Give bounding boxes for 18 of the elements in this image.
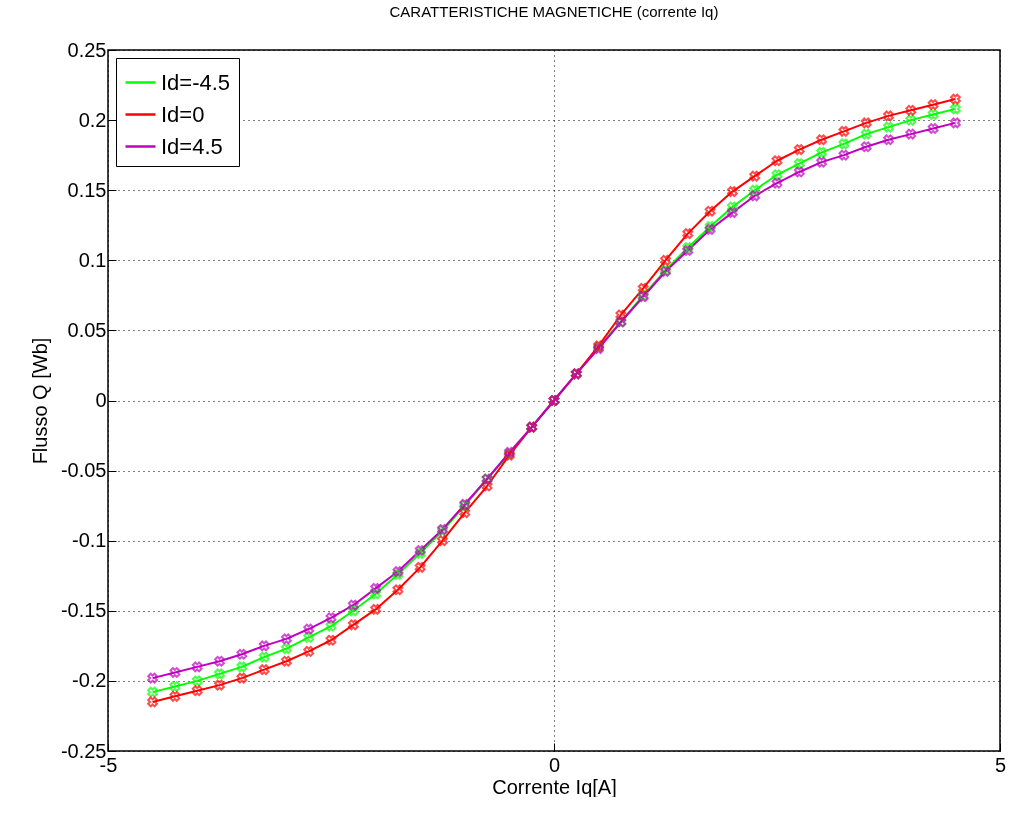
- x-tick-label: 0: [548, 753, 561, 776]
- legend-label: Id=0: [161, 101, 205, 127]
- y-tick-label: 0: [95, 389, 107, 411]
- y-tick-label: -0.2: [72, 669, 107, 692]
- y-axis-title: Flusso Q [Wb]: [28, 337, 51, 465]
- x-tick-label: 5: [994, 753, 1007, 776]
- y-tick-label: 0.15: [67, 178, 107, 201]
- y-tick-label: 0.05: [67, 318, 107, 341]
- legend-label: Id=-4.5: [161, 69, 231, 95]
- legend-label: Id=4.5: [161, 133, 223, 159]
- y-tick-label: -0.15: [60, 599, 107, 622]
- x-axis-title: Corrente Iq[A]: [492, 775, 617, 798]
- chart-title: CARATTERISTICHE MAGNETICHE (corrente Iq): [389, 3, 719, 20]
- y-tick-label: 0.2: [78, 108, 107, 131]
- y-tick-label: -0.1: [72, 529, 107, 552]
- y-tick-label: 0.1: [78, 248, 107, 271]
- y-tick-label: -0.05: [60, 459, 107, 482]
- y-tick-label: 0.25: [67, 38, 107, 61]
